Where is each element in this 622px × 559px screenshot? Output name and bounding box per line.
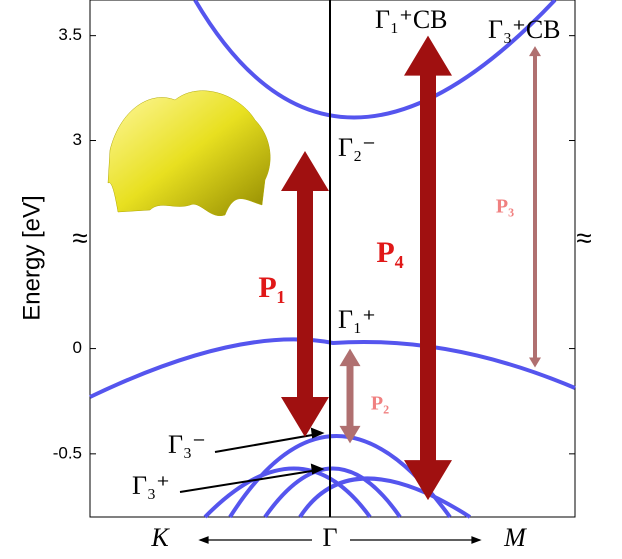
y-axis-label: Energy [eV]	[18, 195, 45, 320]
transition-arrow	[404, 35, 452, 501]
x-label: M	[503, 523, 527, 552]
x-label: K	[150, 523, 170, 552]
y-tick-label: 3.5	[58, 25, 82, 44]
surface-inset	[107, 90, 271, 217]
pointer-arrows	[179, 427, 325, 493]
annotation: Γ₁⁺CB	[375, 5, 448, 34]
annotation: Γ₃⁺	[132, 471, 170, 500]
arrow-label: P₁	[258, 271, 285, 304]
transition-arrow	[529, 46, 541, 368]
annotation: Γ₂⁻	[338, 133, 376, 162]
transition-arrow	[339, 348, 361, 444]
y-tick-label: 3	[73, 130, 82, 149]
break-mark: ≈	[72, 222, 87, 253]
y-tick-label: -0.5	[53, 443, 82, 462]
arrow-label: P₄	[376, 236, 403, 269]
plot-frame	[89, 0, 576, 518]
transition-arrow	[281, 151, 329, 437]
arrow-label: P₃	[496, 196, 514, 218]
annotation: Γ₃⁺CB	[488, 15, 561, 44]
x-label: Γ	[322, 523, 337, 552]
arrow-label: P₂	[371, 393, 389, 415]
y-tick-label: 0	[73, 338, 82, 357]
bands	[89, 0, 576, 519]
break-mark: ≈	[576, 222, 591, 253]
annotation: Γ₁⁺	[338, 305, 376, 334]
annotation: Γ₃⁻	[168, 430, 206, 459]
x-arrows	[198, 536, 482, 544]
